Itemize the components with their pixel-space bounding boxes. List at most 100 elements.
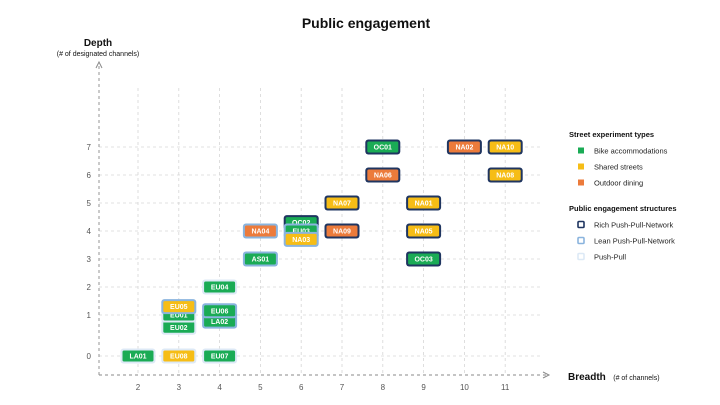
y-tick-label: 0 — [87, 352, 92, 361]
point-fill — [408, 225, 440, 237]
point-label: LA01 — [129, 354, 146, 361]
legend-label: Rich Push-Pull-Network — [594, 221, 673, 230]
y-tick-label: 3 — [87, 255, 92, 264]
legend-items: Bike accommodations Shared streets Outdoor… — [577, 147, 675, 262]
data-point: EU04 — [202, 279, 238, 295]
point-label: EU04 — [211, 285, 229, 292]
data-point: NA01 — [406, 195, 442, 211]
point-label: NA02 — [455, 145, 473, 152]
data-point: OC03 — [406, 251, 442, 267]
x-tick-label: 9 — [421, 383, 426, 392]
x-axis-title-main: Breadth — [568, 372, 606, 383]
point-label: LA02 — [211, 319, 228, 326]
x-axis-title: Breadth (# of channels) — [568, 367, 660, 384]
point-fill — [326, 197, 358, 209]
chart-title: Public engagement — [302, 15, 431, 31]
x-tick-label: 7 — [340, 383, 345, 392]
point-fill — [163, 350, 195, 362]
point-fill — [489, 141, 521, 153]
legend-types-heading: Street experiment types — [569, 130, 654, 139]
y-tick-label: 4 — [87, 227, 92, 236]
y-axis-title: Depth — [84, 38, 112, 49]
x-tick-label: 5 — [258, 383, 263, 392]
point-fill — [326, 225, 358, 237]
point-fill — [244, 253, 276, 265]
data-point: EU05 — [161, 299, 197, 315]
point-fill — [163, 321, 195, 333]
x-tick-label: 8 — [381, 383, 386, 392]
data-point: NA06 — [365, 167, 401, 183]
legend-swatch-shared — [578, 163, 584, 170]
data-point: EU08 — [161, 348, 197, 364]
y-tick-label: 1 — [87, 311, 92, 320]
point-fill — [204, 315, 236, 327]
x-tick-label: 6 — [299, 383, 304, 392]
point-label: NA05 — [415, 229, 433, 236]
data-point: NA03 — [283, 231, 319, 247]
point-label: NA01 — [415, 201, 433, 208]
point-label: NA03 — [292, 237, 310, 244]
legend-swatch-rich — [577, 220, 585, 229]
x-tick-label: 2 — [136, 383, 141, 392]
data-point: EU07 — [202, 348, 238, 364]
legend-label: Lean Push-Pull-Network — [594, 237, 675, 246]
data-point: AS01 — [242, 251, 278, 267]
y-tick-label: 7 — [87, 143, 92, 152]
legend-structures-heading: Public engagement structures — [569, 204, 677, 213]
point-fill — [408, 197, 440, 209]
point-label: NA09 — [333, 229, 351, 236]
x-tick-label: 4 — [217, 383, 222, 392]
data-point: NA08 — [487, 167, 523, 183]
legend: Street experiment types Public engagemen… — [569, 130, 677, 262]
legend-swatch-lean — [577, 236, 585, 245]
x-axis-title-sub: (# of channels) — [613, 375, 659, 382]
y-tick-label: 5 — [87, 199, 92, 208]
point-fill — [163, 301, 195, 313]
y-axis-subtitle: (# of designated channels) — [57, 51, 140, 58]
point-label: NA10 — [496, 145, 514, 152]
point-fill — [285, 233, 317, 245]
data-point: EU06 — [202, 303, 238, 319]
x-axis-arrow — [542, 371, 551, 379]
point-fill — [367, 141, 399, 153]
point-label: EU02 — [170, 325, 188, 332]
y-tick-label: 2 — [87, 283, 92, 292]
point-label: EU08 — [170, 354, 188, 361]
data-point: NA10 — [487, 139, 523, 155]
data-point: NA05 — [406, 223, 442, 239]
point-label: NA04 — [251, 229, 269, 236]
data-point: NA09 — [324, 223, 360, 239]
point-label: AS01 — [252, 257, 270, 264]
point-fill — [408, 253, 440, 265]
point-fill — [448, 141, 480, 153]
legend-swatch-bike — [578, 147, 584, 154]
point-label: EU06 — [211, 308, 229, 315]
point-label: EU01 — [170, 313, 188, 320]
point-label: OC03 — [414, 257, 432, 264]
point-fill — [244, 225, 276, 237]
point-label: NA07 — [333, 201, 351, 208]
data-points: LA01 EU08 EU07 EU02 EU01 EU05 LA02 EU06 EU04 AS01… — [120, 139, 523, 364]
point-fill — [367, 169, 399, 181]
data-point: NA02 — [446, 139, 482, 155]
legend-label: Outdoor dining — [594, 179, 643, 188]
point-fill — [204, 350, 236, 362]
legend-label: Shared streets — [594, 163, 643, 172]
point-label: EU07 — [211, 354, 229, 361]
point-label: EU05 — [170, 304, 188, 311]
legend-label: Bike accommodations — [594, 147, 668, 156]
point-label: OC01 — [374, 145, 392, 152]
point-fill — [489, 169, 521, 181]
data-point: NA04 — [242, 223, 278, 239]
data-point: EU02 — [161, 319, 197, 335]
legend-swatch-dining — [578, 179, 584, 186]
y-tick-label: 6 — [87, 171, 92, 180]
y-axis-arrow — [95, 60, 103, 69]
legend-label: Push-Pull — [594, 253, 626, 262]
legend-swatch-push — [577, 252, 585, 261]
data-point: OC01 — [365, 139, 401, 155]
x-tick-label: 10 — [460, 383, 469, 392]
axes — [95, 60, 551, 379]
point-fill — [204, 305, 236, 317]
